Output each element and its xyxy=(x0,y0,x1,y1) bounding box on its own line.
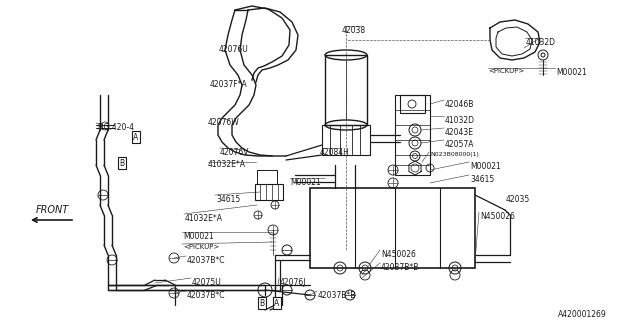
Text: 42076U: 42076U xyxy=(219,45,249,54)
Text: <PICKUP>: <PICKUP> xyxy=(488,68,524,74)
Text: 42035: 42035 xyxy=(506,195,531,204)
Text: A: A xyxy=(133,132,139,141)
Bar xyxy=(255,184,283,200)
Text: 42057A: 42057A xyxy=(445,140,474,149)
Text: 42076J: 42076J xyxy=(280,278,307,287)
Text: N450026: N450026 xyxy=(381,250,416,259)
Text: M00021: M00021 xyxy=(556,68,587,77)
Text: 41032D: 41032D xyxy=(445,116,475,125)
Text: FIG.420-4: FIG.420-4 xyxy=(97,123,134,132)
Text: N023B08000(1): N023B08000(1) xyxy=(430,152,479,157)
Text: 42037B*B: 42037B*B xyxy=(381,263,419,272)
Text: 42075U: 42075U xyxy=(192,278,221,287)
Bar xyxy=(400,95,425,113)
Bar xyxy=(322,125,370,155)
Text: 42076V: 42076V xyxy=(220,148,250,157)
Text: B: B xyxy=(259,299,264,308)
Text: A: A xyxy=(275,299,280,308)
Text: 42037B*C: 42037B*C xyxy=(187,291,225,300)
Bar xyxy=(395,95,430,175)
Bar xyxy=(325,55,367,125)
Text: 42038: 42038 xyxy=(342,26,366,35)
Text: M00021: M00021 xyxy=(183,232,214,241)
Bar xyxy=(310,188,475,268)
Bar xyxy=(257,170,277,184)
Text: 42037F*A: 42037F*A xyxy=(210,80,248,89)
Text: 42037B*B: 42037B*B xyxy=(318,291,356,300)
Text: 42084H: 42084H xyxy=(320,148,350,157)
Text: M00021: M00021 xyxy=(290,178,321,187)
Text: 42046B: 42046B xyxy=(445,100,474,109)
Text: A420001269: A420001269 xyxy=(558,310,607,319)
Text: 34615: 34615 xyxy=(216,195,240,204)
Text: 34615: 34615 xyxy=(470,175,494,184)
Text: 41032D: 41032D xyxy=(526,38,556,47)
Text: N450026: N450026 xyxy=(480,212,515,221)
Text: M00021: M00021 xyxy=(470,162,500,171)
Text: B: B xyxy=(120,158,125,167)
Text: <PICKUP>: <PICKUP> xyxy=(183,244,220,250)
Text: 42037B*C: 42037B*C xyxy=(187,256,225,265)
Text: FRONT: FRONT xyxy=(35,205,68,215)
Text: 41032E*A: 41032E*A xyxy=(185,214,223,223)
Text: 42043E: 42043E xyxy=(445,128,474,137)
Text: 42076W: 42076W xyxy=(208,118,240,127)
Text: 41032E*A: 41032E*A xyxy=(208,160,246,169)
